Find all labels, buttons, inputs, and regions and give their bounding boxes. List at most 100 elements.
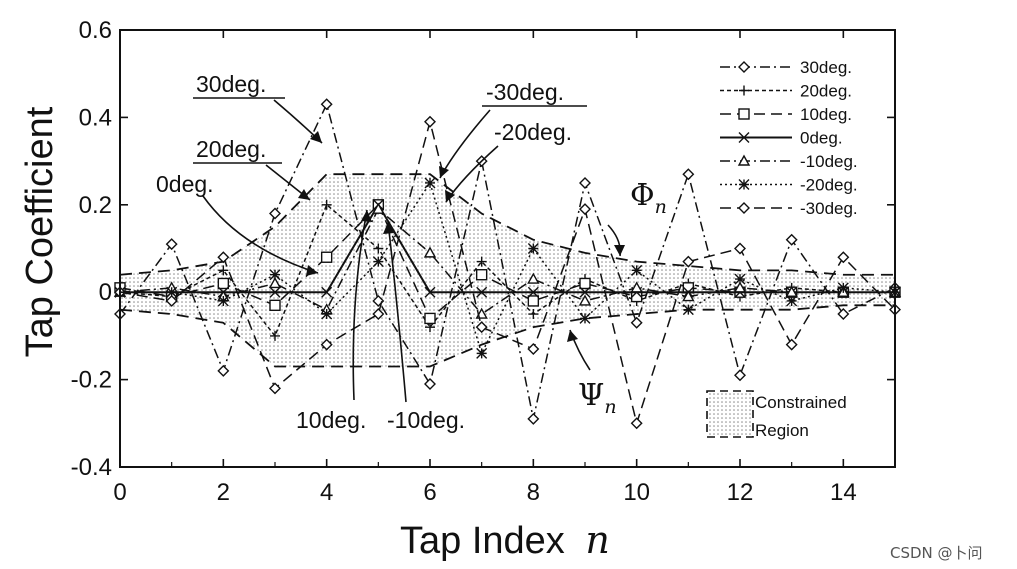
annotation-0deg: 0deg. <box>156 171 214 197</box>
plot-frame <box>119 29 896 468</box>
legend-label: -10deg. <box>800 152 858 171</box>
data-point <box>475 321 488 334</box>
annotation-neg20deg: -20deg. <box>494 119 572 145</box>
annotation-arrow-0deg <box>202 195 319 274</box>
legend-marker <box>738 179 750 190</box>
data-point <box>269 286 281 298</box>
series-6 <box>114 177 901 359</box>
data-point <box>218 265 229 276</box>
data-point <box>785 338 798 351</box>
x-tick-label: 8 <box>527 479 540 506</box>
data-point <box>786 295 798 307</box>
data-point <box>682 304 694 316</box>
data-point <box>270 330 280 341</box>
data-point <box>527 286 539 298</box>
annotation-10deg: 10deg. <box>296 407 366 433</box>
legend-marker <box>739 85 749 96</box>
data-point <box>837 251 850 264</box>
legend-entry: -30deg. <box>720 199 858 218</box>
data-point <box>269 299 281 312</box>
data-point <box>217 251 230 264</box>
data-point <box>166 286 178 298</box>
data-point <box>837 308 850 321</box>
legend-entry: 0deg. <box>720 129 843 148</box>
legend-label: 30deg. <box>800 58 852 77</box>
data-point <box>217 364 230 377</box>
data-point <box>630 417 643 430</box>
data-point <box>373 243 384 254</box>
x-tick-label: 4 <box>320 479 333 506</box>
series-line <box>120 181 896 356</box>
legend-marker <box>738 132 750 143</box>
data-point <box>165 294 178 307</box>
x-tick-label: 6 <box>423 479 436 506</box>
data-point <box>320 338 333 351</box>
constrained-region-fill <box>120 174 895 367</box>
legend-marker <box>738 108 750 120</box>
series-line <box>119 203 895 320</box>
legend-label: 0deg. <box>800 129 843 148</box>
data-point <box>321 199 332 210</box>
data-point <box>424 286 436 298</box>
arrowhead-30deg <box>310 131 322 143</box>
legend-label: -20deg. <box>800 176 858 195</box>
data-point <box>476 347 488 359</box>
data-point <box>682 255 695 268</box>
y-axis-title: Tap Coefficient <box>19 106 61 357</box>
arrowhead-neg20deg <box>445 190 455 202</box>
constrained-region-swatch <box>706 390 754 438</box>
data-point <box>528 309 539 320</box>
data-point <box>269 269 281 281</box>
data-point <box>269 382 281 395</box>
annotation-arrowheads <box>298 131 625 342</box>
constrained-region <box>119 173 895 368</box>
y-tick-label: 0 <box>99 279 112 306</box>
data-point <box>320 98 333 111</box>
legend-entry: 10deg. <box>720 105 852 124</box>
data-point <box>837 282 849 294</box>
data-point <box>321 308 333 320</box>
data-point <box>734 242 746 255</box>
series-line <box>119 207 895 316</box>
data-point <box>217 295 229 307</box>
data-point <box>579 277 591 290</box>
x-axis-title: Tap Index n <box>400 518 610 562</box>
legend-label: 20deg. <box>800 82 852 101</box>
data-point <box>321 286 333 298</box>
legend-marker <box>738 61 750 73</box>
x-tick-label: 12 <box>727 479 754 506</box>
legend: 30deg. 20deg. 10deg. 0deg. -10deg. -20deg. -30… <box>720 58 858 218</box>
data-point <box>630 281 643 293</box>
data-point <box>268 277 282 289</box>
legend-label: 10deg. <box>800 105 852 124</box>
lower-bound-line <box>119 304 895 368</box>
axes: 0 2 4 6 8 10 12 14 -0.4 -0.2 0 0.2 0.4 0.6 <box>71 17 895 506</box>
arrowhead-neg10deg <box>383 222 394 234</box>
constrained-region-key: Constrained Region <box>706 390 847 440</box>
data-point <box>527 412 540 425</box>
data-point <box>682 290 695 302</box>
data-point <box>682 168 695 181</box>
data-point <box>165 238 178 251</box>
annotation-arrow-neg10deg <box>387 221 407 403</box>
legend-entry: 30deg. <box>720 58 852 77</box>
data-point <box>424 377 436 390</box>
watermark: CSDN @卜问 <box>890 544 983 562</box>
psi-label: Ψn <box>578 378 617 418</box>
x-tick-label: 0 <box>113 479 126 506</box>
legend-entry: 20deg. <box>720 82 852 101</box>
data-point <box>579 286 591 298</box>
legend-label: -30deg. <box>800 199 858 218</box>
y-tick-label: 0.4 <box>79 104 112 131</box>
data-point <box>630 316 643 329</box>
data-point <box>269 207 281 220</box>
data-point <box>734 273 746 285</box>
data-point <box>476 256 487 267</box>
annotation-neg10deg: -10deg. <box>387 407 465 433</box>
data-point <box>579 312 591 324</box>
arrowhead-phi <box>614 245 625 256</box>
arrowhead-neg30deg <box>439 166 449 178</box>
data-point <box>424 115 436 128</box>
data-point <box>785 233 798 246</box>
y-tick-label: 0.2 <box>79 192 112 219</box>
